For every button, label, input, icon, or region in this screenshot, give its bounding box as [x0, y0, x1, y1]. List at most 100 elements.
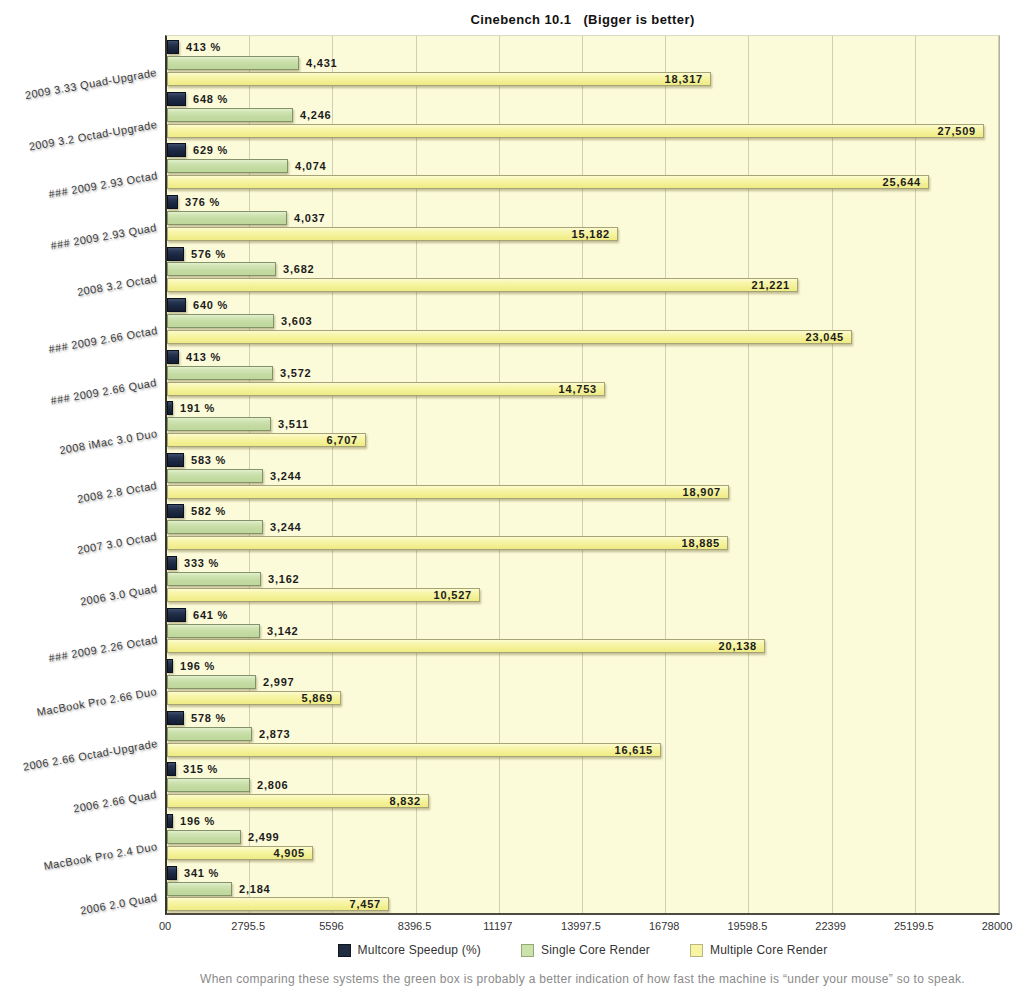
bar-value-label: 578 %	[191, 711, 226, 725]
bar-value-label: 4,246	[300, 108, 332, 122]
bar-single-core-render	[167, 417, 271, 431]
legend-label: Multcore Speedup (%)	[358, 943, 481, 957]
legend-swatch	[690, 944, 703, 957]
category-axis: 2009 3.33 Quad-Upgrade2009 3.2 Octad-Upg…	[0, 35, 157, 915]
x-tick-label: 11197	[453, 920, 543, 932]
footnote: When comparing these systems the green b…	[165, 972, 1000, 986]
bar-value-label: 3,603	[281, 314, 313, 328]
category-label: 2006 2.66 Quad	[73, 787, 159, 815]
bar-multcore-speedup	[167, 195, 178, 209]
bar-single-core-render	[167, 727, 252, 741]
bar-value-label: 640 %	[193, 298, 228, 312]
bar-value-label: 583 %	[191, 453, 226, 467]
bar-value-label: 16,615	[167, 743, 653, 757]
bar-multcore-speedup	[167, 247, 184, 261]
bar-single-core-render	[167, 882, 232, 896]
x-tick-label: 22399	[786, 920, 876, 932]
bar-value-label: 20,138	[167, 639, 757, 653]
category-label: ### 2009 2.66 Octad	[47, 323, 158, 356]
bar-multcore-speedup	[167, 40, 179, 54]
chart-title: Cinebench 10.1 (Bigger is better)	[165, 12, 1000, 27]
gridline	[499, 36, 500, 913]
bar-value-label: 18,907	[167, 485, 721, 499]
gridline	[748, 36, 749, 913]
bar-multcore-speedup	[167, 556, 177, 570]
bar-single-core-render	[167, 520, 263, 534]
bar-value-label: 8,832	[167, 794, 421, 808]
bar-single-core-render	[167, 624, 260, 638]
gridline	[832, 36, 833, 913]
bar-value-label: 333 %	[184, 556, 219, 570]
bar-single-core-render	[167, 830, 241, 844]
bar-value-label: 3,142	[267, 624, 299, 638]
bar-value-label: 25,644	[167, 175, 921, 189]
bar-value-label: 196 %	[180, 814, 215, 828]
x-tick-label: 2795.5	[203, 920, 293, 932]
gridline	[582, 36, 583, 913]
gridline	[998, 36, 999, 913]
bar-multcore-speedup	[167, 504, 184, 518]
bar-multcore-speedup	[167, 401, 173, 415]
legend-swatch	[521, 944, 534, 957]
bar-value-label: 2,499	[248, 830, 280, 844]
bar-value-label: 413 %	[186, 40, 221, 54]
category-label: 2006 2.66 Octad-Upgrade	[21, 736, 158, 773]
bar-multcore-speedup	[167, 350, 179, 364]
category-label: ### 2009 2.26 Octad	[47, 633, 158, 666]
bar-single-core-render	[167, 675, 256, 689]
category-label: 2008 3.2 Octad	[76, 271, 158, 299]
bar-value-label: 14,753	[167, 382, 597, 396]
category-label: ### 2009 2.93 Octad	[47, 168, 158, 201]
bar-single-core-render	[167, 211, 287, 225]
x-tick-label: 13997.5	[536, 920, 626, 932]
bar-value-label: 341 %	[184, 866, 219, 880]
x-tick-label: 8396.5	[370, 920, 460, 932]
bar-value-label: 4,037	[294, 211, 326, 225]
bar-value-label: 23,045	[167, 330, 844, 344]
category-label: MacBook Pro 2.4 Duo	[42, 839, 158, 873]
bar-value-label: 4,905	[167, 846, 305, 860]
bar-value-label: 6,707	[167, 433, 358, 447]
bar-multcore-speedup	[167, 866, 177, 880]
bar-value-label: 315 %	[183, 762, 218, 776]
bar-value-label: 2,184	[239, 882, 271, 896]
x-tick-label: 19598.5	[702, 920, 792, 932]
bar-value-label: 629 %	[193, 143, 228, 157]
bar-value-label: 191 %	[180, 401, 215, 415]
bar-single-core-render	[167, 262, 276, 276]
bar-multcore-speedup	[167, 814, 173, 828]
bar-value-label: 5,869	[167, 691, 333, 705]
bar-multcore-speedup	[167, 298, 186, 312]
bar-value-label: 2,873	[259, 727, 291, 741]
value-axis: 002795.555968396.51119713997.51679819598…	[165, 920, 1000, 934]
bar-single-core-render	[167, 314, 274, 328]
gridline	[915, 36, 916, 913]
x-tick-label: 28000	[952, 920, 1024, 932]
bar-value-label: 648 %	[193, 92, 228, 106]
bar-single-core-render	[167, 108, 293, 122]
legend: Multcore Speedup (%)Single Core RenderMu…	[165, 943, 1000, 957]
bar-multcore-speedup	[167, 711, 184, 725]
bar-value-label: 4,074	[295, 159, 327, 173]
bar-multcore-speedup	[167, 92, 186, 106]
bar-value-label: 576 %	[191, 247, 226, 261]
bar-value-label: 3,244	[270, 469, 302, 483]
bar-value-label: 3,511	[278, 417, 309, 431]
x-tick-label: 25199.5	[869, 920, 959, 932]
bar-value-label: 18,317	[167, 72, 703, 86]
bar-multcore-speedup	[167, 659, 173, 673]
bar-value-label: 10,527	[167, 588, 472, 602]
bar-multcore-speedup	[167, 762, 176, 776]
bar-multcore-speedup	[167, 143, 186, 157]
bar-value-label: 582 %	[191, 504, 226, 518]
bar-value-label: 15,182	[167, 227, 610, 241]
bar-value-label: 3,682	[283, 262, 315, 276]
bar-single-core-render	[167, 778, 250, 792]
bar-single-core-render	[167, 366, 273, 380]
gridline	[416, 36, 417, 913]
x-tick-label: 00	[120, 920, 210, 932]
category-label: ### 2009 2.66 Quad	[50, 375, 158, 407]
category-label: ### 2009 2.93 Quad	[50, 220, 158, 252]
gridline	[332, 36, 333, 913]
category-label: 2008 2.8 Octad	[76, 478, 158, 506]
